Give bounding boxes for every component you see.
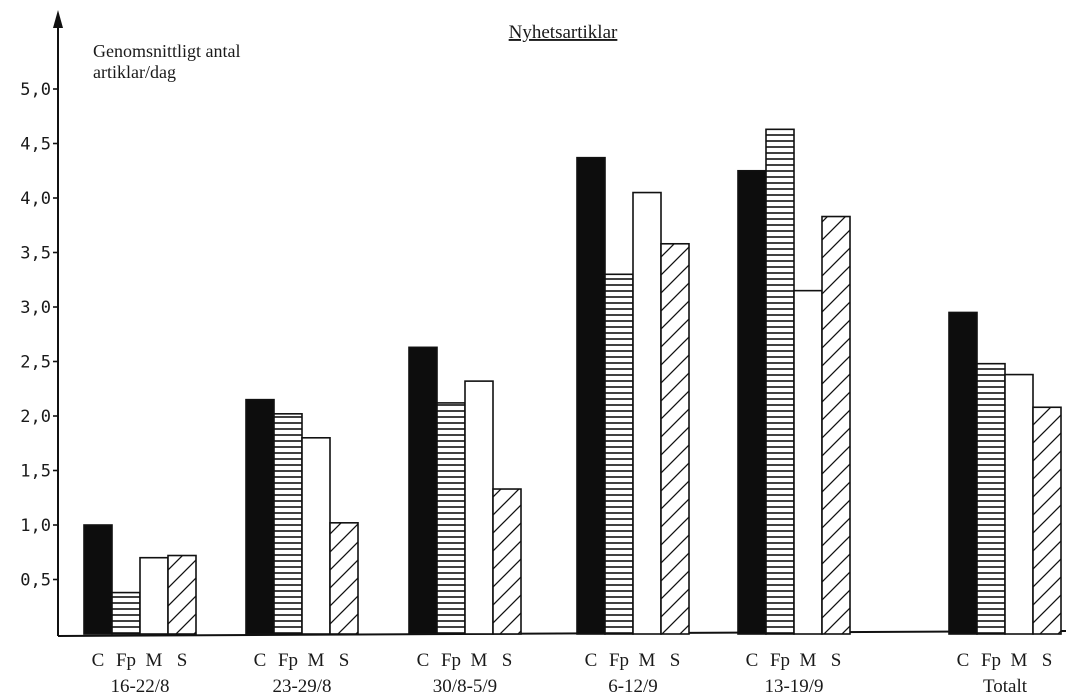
series-letter-m: M (1011, 650, 1028, 671)
bar-group (245, 398, 359, 635)
bar-s (167, 554, 197, 635)
y-tick-label: 2,0 (20, 407, 51, 427)
y-tick-label: 3,0 (20, 298, 51, 318)
series-letter-c: C (746, 650, 759, 671)
series-letters: C Fp M S (585, 650, 681, 671)
series-letter-fp: Fp (116, 650, 136, 671)
series-letter-fp: Fp (278, 650, 298, 671)
bar-s (821, 215, 851, 635)
bar-m (464, 380, 494, 635)
group-label: 16-22/8 (110, 676, 169, 697)
bar-fp (273, 413, 303, 635)
bar-s (660, 242, 690, 635)
bar-c (576, 156, 606, 635)
bar-group (576, 156, 690, 635)
series-letters: C Fp M S (417, 650, 513, 671)
bar-c (737, 169, 767, 635)
bar-fp (976, 362, 1006, 635)
bar-fp (111, 591, 141, 635)
series-letter-m: M (308, 650, 325, 671)
bar-m (1004, 373, 1034, 635)
x-labels: C Fp M S16-22/8C Fp M S23-29/8C Fp M S30/8-5/9C Fp… (92, 650, 1053, 697)
y-tick-label: 3,5 (20, 244, 51, 264)
bar-group (948, 311, 1062, 635)
y-axis-label-line2: artiklar/dag (93, 62, 176, 82)
bar-s (329, 522, 359, 635)
bar-s (492, 488, 522, 635)
bar-m (301, 436, 331, 635)
y-axis-arrow-icon (53, 10, 63, 28)
bar-m (139, 556, 169, 635)
y-tick-label: 1,5 (20, 462, 51, 482)
x-axis-line (57, 630, 1066, 637)
series-letter-fp: Fp (981, 650, 1001, 671)
chart-title: Nyhetsartiklar (509, 22, 618, 43)
bar-c (408, 346, 438, 635)
series-letter-fp: Fp (770, 650, 790, 671)
bar-c (83, 524, 113, 635)
bar-fp (604, 273, 634, 635)
series-letter-s: S (831, 650, 842, 671)
series-letters: C Fp M S (92, 650, 188, 671)
y-tick-label: 1,0 (20, 516, 51, 536)
group-label: 6-12/9 (608, 676, 658, 697)
bar-group (83, 524, 197, 635)
y-axis (53, 10, 63, 636)
series-letter-c: C (417, 650, 430, 671)
y-tick-label: 2,5 (20, 353, 51, 373)
series-letter-m: M (146, 650, 163, 671)
y-tick-label: 5,0 (20, 80, 51, 100)
series-letter-m: M (639, 650, 656, 671)
group-label: 13-19/9 (764, 676, 823, 697)
series-letter-m: M (471, 650, 488, 671)
series-letter-s: S (177, 650, 188, 671)
bar-group (737, 128, 851, 635)
y-tick-label: 0,5 (20, 571, 51, 591)
bar-group (408, 346, 522, 635)
series-letter-s: S (670, 650, 681, 671)
series-letter-c: C (92, 650, 105, 671)
series-letter-fp: Fp (441, 650, 461, 671)
bar-m (632, 191, 662, 635)
series-letters: C Fp M S (746, 650, 842, 671)
bar-s (1032, 406, 1062, 635)
series-letter-s: S (339, 650, 350, 671)
bar-c (245, 398, 275, 635)
series-letter-c: C (254, 650, 267, 671)
series-letter-s: S (1042, 650, 1053, 671)
y-ticks: 0,5 1,0 1,5 2,0 2,5 3,0 3,5 4,0 4,5 5,0 (20, 80, 58, 591)
group-label: 30/8-5/9 (433, 676, 497, 697)
series-letter-c: C (585, 650, 598, 671)
series-letters: C Fp M S (957, 650, 1053, 671)
bar-fp (436, 402, 466, 635)
y-axis-label-line1: Genomsnittligt antal (93, 41, 240, 61)
bar-fp (765, 128, 795, 635)
y-tick-label: 4,0 (20, 189, 51, 209)
bars (83, 128, 1062, 635)
bar-m (793, 289, 823, 635)
bar-c (948, 311, 978, 635)
series-letter-m: M (800, 650, 817, 671)
series-letter-s: S (502, 650, 513, 671)
series-letter-fp: Fp (609, 650, 629, 671)
group-label: 23-29/8 (272, 676, 331, 697)
group-label: Totalt (983, 676, 1028, 697)
series-letter-c: C (957, 650, 970, 671)
series-letters: C Fp M S (254, 650, 350, 671)
y-tick-label: 4,5 (20, 135, 51, 155)
